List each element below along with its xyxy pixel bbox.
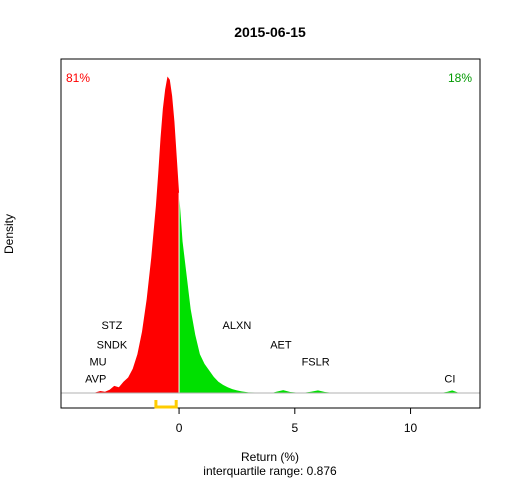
iqr-bracket-line [154,400,178,409]
plot-frame [60,58,481,409]
iqr-bracket [154,400,178,409]
ticker-label-mu: MU [89,356,106,368]
ticker-label-fslr: FSLR [302,356,330,368]
ticker-label-alxn: ALXN [223,320,252,332]
chart-title: 2015-06-15 [234,24,306,40]
ticker-label-aet: AET [270,340,292,352]
ticker-label-stz: STZ [102,320,123,332]
ticker-label-avp: AVP [85,373,106,385]
negative-share-label: 81% [66,71,90,85]
x-axis: 0 5 10 [176,407,418,435]
y-axis-label: Density [2,214,16,254]
x-axis-label: Return (%) [241,450,299,464]
positive-density-area [179,192,460,393]
x-tick-label-10: 10 [404,421,418,435]
ticker-label-sndk: SNDK [97,340,128,352]
ticker-label-ci: CI [444,373,455,385]
positive-share-label: 18% [448,71,472,85]
annotation-group: STZ SNDK MU AVP ALXN AET FSLR CI [85,320,455,385]
x-tick-label-0: 0 [176,421,183,435]
iqr-caption: interquartile range: 0.876 [203,464,337,478]
density-area-group [93,76,460,394]
negative-density-area [93,76,180,394]
x-tick-label-5: 5 [291,421,298,435]
